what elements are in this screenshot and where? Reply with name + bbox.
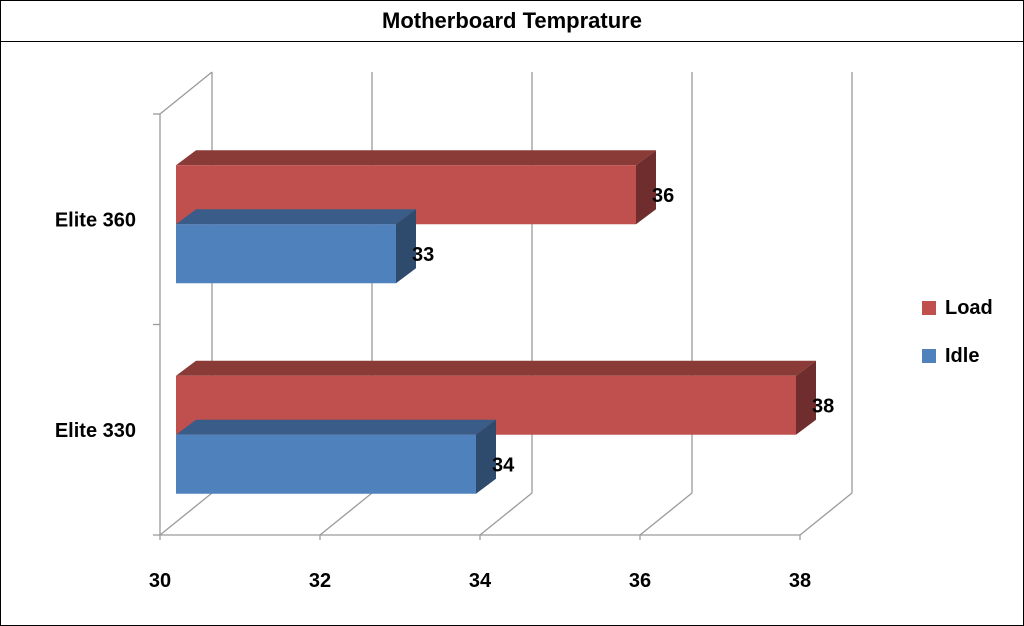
bar-side-idle-elite-360 — [396, 209, 416, 284]
x-tick-label-32: 32 — [309, 570, 331, 592]
floor-gridline-32 — [319, 492, 373, 536]
data-label-idle-elite-360: 33 — [412, 244, 434, 266]
x-tick-label-36: 36 — [629, 570, 651, 592]
category-label-1: Elite 360 — [55, 209, 136, 231]
floor-gridline-30 — [159, 492, 213, 536]
bar-idle-elite-360 — [176, 224, 396, 284]
floor-gridline-34 — [479, 492, 533, 536]
bar-top-idle-elite-330 — [176, 419, 496, 435]
bar-side-idle-elite-330 — [476, 419, 496, 494]
x-tick-label-30: 30 — [149, 570, 171, 592]
bar-side-load-elite-360 — [636, 150, 656, 225]
bar-top-load-elite-360 — [176, 150, 656, 166]
floor-gridline-38 — [799, 492, 853, 536]
category-label-2: Elite 330 — [55, 420, 136, 442]
bar-side-load-elite-330 — [796, 360, 816, 435]
legend: Load Idle — [922, 292, 993, 388]
legend-label-load: Load — [945, 296, 993, 319]
x-tick-label-34: 34 — [469, 570, 492, 592]
left-wall-top-edge — [159, 71, 213, 115]
bar-idle-elite-330 — [176, 434, 476, 494]
legend-item-load: Load — [922, 292, 993, 324]
floor-gridline-36 — [639, 492, 693, 536]
legend-label-idle: Idle — [945, 344, 980, 367]
bar-top-load-elite-330 — [176, 360, 816, 376]
x-tick-label-38: 38 — [789, 570, 811, 592]
bar-top-idle-elite-360 — [176, 209, 416, 225]
data-label-load-elite-330: 38 — [812, 395, 834, 417]
chart-title: Motherboard Temprature — [382, 8, 642, 33]
chart-title-bar: Motherboard Temprature — [1, 1, 1023, 42]
data-label-load-elite-360: 36 — [652, 185, 674, 207]
legend-swatch-load — [922, 301, 936, 315]
legend-item-idle: Idle — [922, 340, 993, 372]
data-label-idle-elite-330: 34 — [492, 454, 515, 476]
legend-swatch-idle — [922, 349, 936, 363]
